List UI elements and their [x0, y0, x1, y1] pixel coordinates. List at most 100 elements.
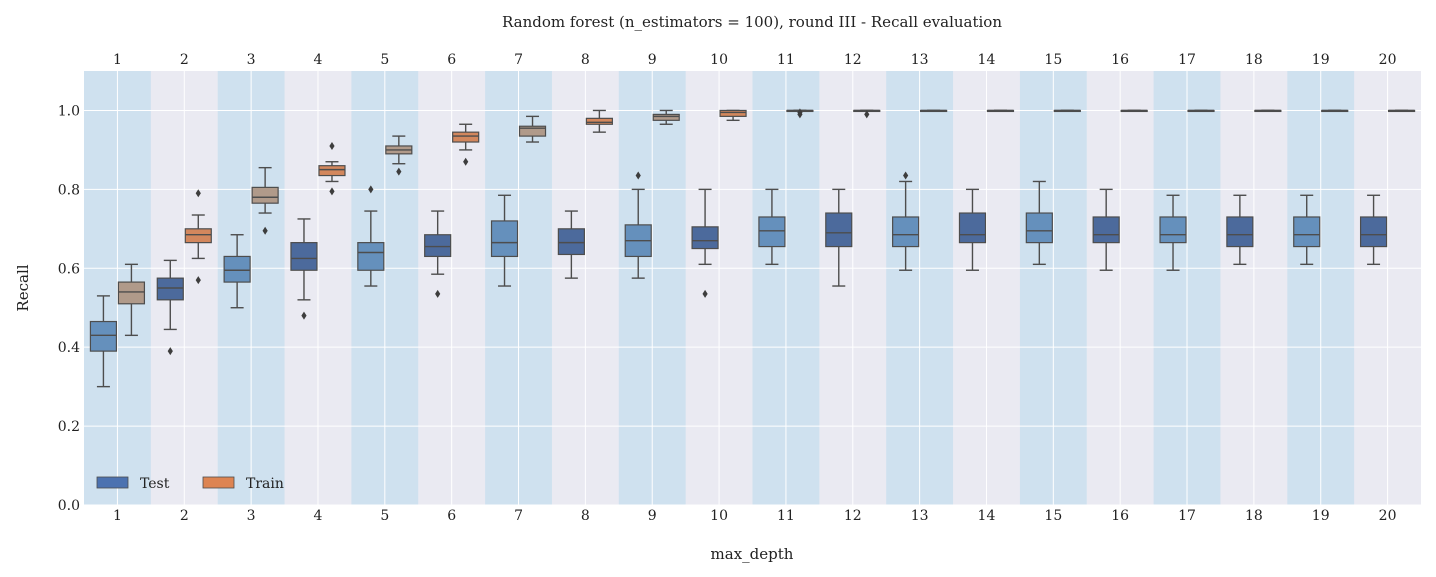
iqr-box: [1293, 216, 1321, 248]
x-tick-label-top: 19: [1312, 52, 1330, 68]
y-tick-label: 0.6: [58, 261, 80, 277]
x-tick-label-top: 17: [1178, 52, 1196, 68]
outlier-point: [635, 171, 641, 180]
box-test-19: [1293, 194, 1321, 266]
box-train-16: [1120, 109, 1148, 113]
x-tick-label: 2: [180, 508, 189, 524]
box-train-17: [1187, 109, 1215, 113]
iqr-box: [719, 109, 747, 117]
iqr-box: [892, 216, 920, 248]
iqr-box: [1359, 216, 1388, 248]
y-tick-label: 0.8: [58, 182, 80, 198]
legend-label-train: Train: [246, 476, 284, 492]
x-tick-label: 20: [1379, 508, 1397, 524]
box-train-3: [251, 166, 279, 235]
box-test-3: [223, 234, 251, 309]
box-train-13: [920, 109, 948, 113]
outlier-point: [195, 189, 201, 198]
box-test-17: [1159, 194, 1187, 271]
iqr-box: [825, 212, 853, 248]
box-train-14: [986, 109, 1015, 113]
x-tick-label: 4: [314, 508, 323, 524]
box-train-18: [1254, 109, 1282, 113]
y-tick-label: 1.0: [58, 103, 80, 119]
x-tick-label-top: 8: [581, 52, 590, 68]
box-train-9: [652, 109, 680, 125]
iqr-box: [1159, 216, 1187, 244]
y-tick-label: 0.4: [58, 340, 80, 356]
x-tick-label: 19: [1312, 508, 1330, 524]
x-tick-label-top: 1: [113, 52, 122, 68]
outlier-point: [864, 110, 870, 119]
iqr-box: [318, 165, 346, 177]
iqr-box: [652, 113, 680, 121]
iqr-box: [251, 186, 279, 204]
iqr-box: [691, 226, 719, 250]
box-test-9: [624, 171, 652, 279]
legend-label-test: Test: [140, 476, 170, 492]
y-axis-label: Recall: [14, 264, 32, 311]
x-tick-label: 1: [113, 508, 122, 524]
x-tick-label: 15: [1044, 508, 1062, 524]
box-test-11: [758, 188, 786, 266]
x-tick-label: 14: [978, 508, 996, 524]
x-tick-label-top: 15: [1044, 52, 1062, 68]
x-tick-label: 7: [514, 508, 523, 524]
box-train-7: [518, 115, 547, 143]
x-tick-label-top: 13: [911, 52, 929, 68]
x-tick-label-top: 10: [710, 52, 728, 68]
box-test-12: [825, 188, 853, 287]
outlier-point: [368, 185, 374, 194]
box-train-8: [585, 109, 613, 133]
x-tick-label-top: 9: [648, 52, 657, 68]
box-test-7: [490, 194, 519, 287]
legend: Test Train: [96, 476, 284, 492]
box-train-6: [452, 123, 480, 166]
iqr-box: [452, 131, 480, 143]
iqr-box: [585, 117, 613, 125]
x-tick-label-top: 5: [380, 52, 389, 68]
y-tick-label: 0.0: [58, 498, 80, 514]
box-test-5: [357, 185, 385, 287]
outlier-point: [329, 141, 335, 150]
outlier-point: [301, 311, 307, 320]
iqr-box: [518, 125, 547, 137]
box-test-1: [89, 295, 118, 388]
x-tick-label: 17: [1178, 508, 1196, 524]
box-test-16: [1092, 188, 1120, 271]
box-test-6: [424, 210, 452, 298]
x-tick-label-top: 12: [844, 52, 862, 68]
outlier-point: [903, 171, 909, 180]
x-tick-label-top: 16: [1111, 52, 1129, 68]
box-test-2: [156, 259, 184, 356]
iqr-box: [1025, 212, 1053, 244]
legend-swatch-train: [202, 476, 235, 489]
iqr-box: [958, 212, 987, 244]
outlier-point: [435, 289, 441, 298]
box-test-14: [958, 188, 987, 271]
box-train-11: [786, 108, 814, 119]
x-tick-label-top: 4: [314, 52, 323, 68]
box-train-20: [1387, 109, 1416, 113]
x-tick-label-top: 20: [1379, 52, 1397, 68]
box-test-4: [290, 218, 318, 320]
x-tick-label: 5: [380, 508, 389, 524]
iqr-box: [1226, 216, 1254, 248]
x-tick-label-top: 11: [777, 52, 795, 68]
iqr-box: [557, 228, 585, 256]
box-train-1: [117, 263, 146, 337]
outlier-point: [702, 289, 708, 298]
outlier-point: [396, 167, 402, 176]
box-test-10: [691, 188, 719, 298]
box-train-15: [1053, 109, 1081, 113]
outlier-point: [329, 187, 335, 196]
iqr-box: [424, 234, 452, 258]
iqr-box: [490, 220, 519, 258]
x-tick-label: 16: [1111, 508, 1129, 524]
x-axis-label: max_depth: [711, 545, 794, 563]
x-tick-label-top: 18: [1245, 52, 1263, 68]
box-train-19: [1321, 109, 1349, 113]
outlier-point: [195, 276, 201, 285]
iqr-box: [89, 320, 118, 352]
